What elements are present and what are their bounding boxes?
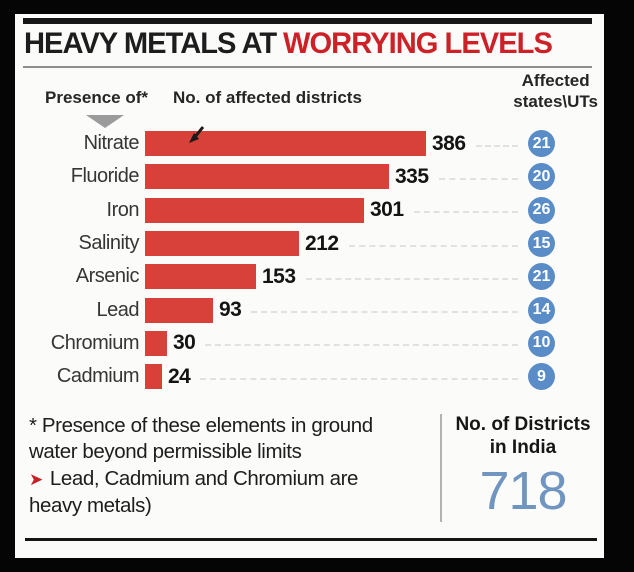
dotted-leader-line xyxy=(305,277,518,280)
metal-label: Arsenic xyxy=(75,265,140,288)
dotted-leader-line xyxy=(413,211,518,214)
footnote-presence-line1: * Presence of these elements in ground xyxy=(29,414,373,437)
dotted-leader-line xyxy=(438,177,518,180)
bar-chart-rows: Nitrate 386 21 Fluoride 335 20 Iron 301 … xyxy=(15,127,604,393)
districts-value: 386 xyxy=(432,131,466,155)
districts-bar xyxy=(145,164,389,190)
dotted-leader-line xyxy=(200,377,518,380)
affected-header-line1: Affected xyxy=(521,71,590,90)
metal-label: Iron xyxy=(106,198,140,221)
affected-states-badge: 14 xyxy=(528,296,555,324)
summary-label-line1: No. of Districts xyxy=(455,414,591,435)
districts-value: 24 xyxy=(168,364,191,388)
title-underline xyxy=(23,66,592,68)
chart-title-black: HEAVY METALS AT xyxy=(24,27,277,60)
affected-states-badge: 10 xyxy=(528,329,555,357)
districts-value: 335 xyxy=(395,164,429,188)
districts-bar xyxy=(145,264,256,290)
districts-bar xyxy=(145,330,167,356)
affected-states-badge: 21 xyxy=(528,130,555,158)
chart-row: Nitrate 386 21 xyxy=(15,127,604,160)
affected-states-badge: 26 xyxy=(528,196,555,224)
metal-label: Cadmium xyxy=(56,365,140,388)
top-accent-bar xyxy=(23,18,592,24)
dotted-leader-line xyxy=(205,344,518,347)
dotted-leader-line xyxy=(475,144,518,147)
chart-row: Salinity 212 15 xyxy=(15,227,604,260)
chart-title-red: WORRYING LEVELS xyxy=(283,27,553,60)
districts-bar xyxy=(145,131,426,157)
footnote-heavy-metals-text1: Lead, Cadmium and Chromium are xyxy=(49,467,359,490)
affected-states-badge: 21 xyxy=(528,263,555,291)
metal-label: Salinity xyxy=(78,232,140,255)
metal-label: Chromium xyxy=(50,331,140,354)
chart-row: Fluoride 335 20 xyxy=(15,160,604,193)
districts-bar xyxy=(145,364,162,390)
footnote-heavy-metals-line1: ➤ Lead, Cadmium and Chromium are xyxy=(29,466,358,493)
affected-header-line2: states\UTs xyxy=(513,92,598,111)
cursor-arrow-icon xyxy=(189,126,205,143)
chart-title: HEAVY METALS AT WORRYING LEVELS xyxy=(24,27,582,61)
districts-bar xyxy=(145,197,364,223)
footnote-presence-line2: water beyond permissible limits xyxy=(29,440,302,463)
chart-row: Chromium 30 10 xyxy=(15,327,604,360)
affected-states-badge: 20 xyxy=(528,163,555,191)
triangle-down-icon xyxy=(86,115,124,128)
districts-bar xyxy=(145,231,299,257)
districts-bar xyxy=(145,297,213,323)
footnote-presence: * Presence of these elements in ground w… xyxy=(29,413,373,465)
dotted-leader-line xyxy=(348,244,518,247)
metal-label: Lead xyxy=(96,298,140,321)
districts-summary: No. of Districts in India 718 xyxy=(448,413,598,519)
districts-value: 212 xyxy=(305,231,339,255)
districts-value: 30 xyxy=(173,331,196,355)
footnote-heavy-metals-line2: heavy metals) xyxy=(29,494,152,517)
column-header-districts: No. of affected districts xyxy=(173,88,362,107)
metal-label: Nitrate xyxy=(83,132,140,155)
infographic-card: HEAVY METALS AT WORRYING LEVELS Presence … xyxy=(15,14,604,558)
footer-divider xyxy=(440,414,442,522)
districts-value: 93 xyxy=(219,298,242,322)
summary-label-line2: in India xyxy=(489,437,557,458)
chart-row: Iron 301 26 xyxy=(15,194,604,227)
footnote-heavy-metals: ➤ Lead, Cadmium and Chromium are heavy me… xyxy=(29,466,358,519)
column-header-affected-states: Affected states\UTs xyxy=(513,70,598,112)
chart-row: Arsenic 153 21 xyxy=(15,260,604,293)
bottom-rule xyxy=(25,538,597,541)
affected-states-badge: 9 xyxy=(528,363,555,391)
metal-label: Fluoride xyxy=(70,165,140,188)
red-arrow-bullet-icon: ➤ xyxy=(29,470,43,489)
column-header-presence: Presence of* xyxy=(45,88,148,107)
dotted-leader-line xyxy=(251,311,518,314)
chart-row: Lead 93 14 xyxy=(15,293,604,326)
districts-value: 301 xyxy=(370,198,404,222)
districts-value: 153 xyxy=(262,264,296,288)
chart-row: Cadmium 24 9 xyxy=(15,360,604,393)
total-districts-value: 718 xyxy=(479,461,567,521)
affected-states-badge: 15 xyxy=(528,230,555,258)
